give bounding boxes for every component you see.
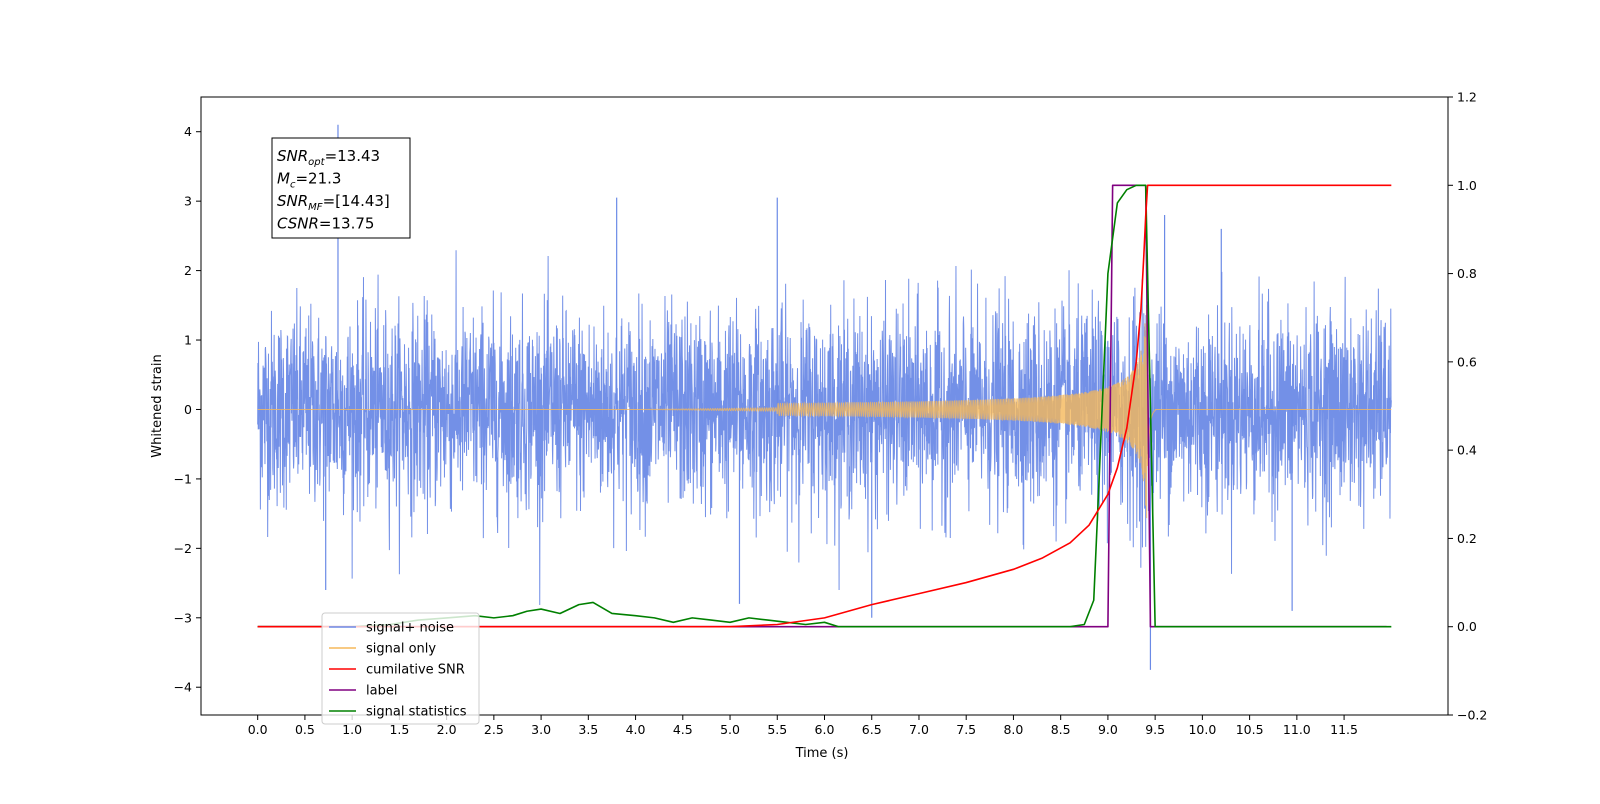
x-tick-label: 1.5 [389,722,409,737]
series-cumulative-snr-line [257,184,1392,628]
x-tick-label: 8.0 [1003,722,1023,737]
x-tick-label: 3.5 [578,722,598,737]
y2-tick-label: 0.4 [1457,443,1477,458]
y2-tick-label: 0.0 [1457,619,1477,634]
x-tick-label: 5.0 [720,722,740,737]
x-tick-label: 10.0 [1188,722,1216,737]
y-tick-label: −2 [174,541,192,556]
y-axis-label: Whitened strain [150,354,165,457]
y2-tick-label: 0.6 [1457,354,1477,369]
x-tick-label: 9.0 [1098,722,1118,737]
series-signal-noise-line [257,250,1392,605]
y2-tick-label: 1.2 [1457,90,1477,105]
legend: signal+ noise signal only cumilative SNR la… [321,612,480,725]
y2-tick-label: 1.0 [1457,178,1477,193]
y-tick-label: 2 [184,263,192,278]
stats-annotation-line: SNRopt=13.43 [277,147,380,168]
y2-tick-label: −0.2 [1457,708,1487,723]
y-tick-label: 0 [184,402,192,417]
x-tick-label: 8.5 [1051,722,1071,737]
x-tick-label: 11.0 [1283,722,1311,737]
y-axis-left: −4 −3 −2 −1 0 1 2 3 4 [174,124,201,695]
series-signal-only-line [257,304,1392,519]
x-tick-label: 7.0 [909,722,929,737]
series-signal-statistics-line [257,184,1392,628]
stats-annotation-frame [271,137,411,239]
x-tick-label: 6.0 [815,722,835,737]
x-tick-label: 1.0 [342,722,362,737]
legend-frame [321,612,480,725]
x-tick-label: 9.5 [1145,722,1165,737]
y-tick-label: 1 [184,333,192,348]
x-tick-label: 2.5 [484,722,504,737]
x-tick-label: 4.5 [673,722,693,737]
x-tick-label: 0.0 [248,722,268,737]
legend-entry-label: signal+ noise [366,621,454,636]
x-tick-label: 0.5 [295,722,315,737]
y-tick-label: 4 [184,124,192,139]
x-tick-label: 3.0 [531,722,551,737]
x-tick-label: 6.5 [862,722,882,737]
y2-tick-label: 0.2 [1457,531,1477,546]
plot-data-layer [257,124,1392,670]
x-tick-label: 5.5 [767,722,787,737]
x-tick-label: 4.0 [626,722,646,737]
y-tick-label: −3 [174,610,192,625]
x-tick-label: 7.5 [956,722,976,737]
x-tick-label: 11.5 [1330,722,1358,737]
legend-entry-label: label [366,684,397,699]
y-tick-label: 3 [184,194,192,209]
stats-annotation-line: SNRMF=[14.43] [277,192,390,213]
x-tick-label: 2.0 [437,722,457,737]
y-tick-label: −1 [174,471,192,486]
x-axis: 0.0 0.5 1.0 1.5 2.0 2.5 3.0 3.5 4.0 4.5 5.0 5.5 6.0 6… [248,715,1358,737]
stats-annotation-line: CSNR=13.75 [277,215,374,233]
x-axis-label: Time (s) [795,746,849,761]
legend-entry-label: cumilative SNR [366,663,465,678]
y-axis-right: −0.2 0.0 0.2 0.4 0.6 0.8 1.0 1.2 [1448,90,1487,723]
y2-tick-label: 0.8 [1457,266,1477,281]
y-tick-label: −4 [174,680,192,695]
x-tick-label: 10.5 [1236,722,1264,737]
legend-entry-label: signal only [366,642,436,657]
stats-annotation-line: Mc=21.3 [277,170,341,191]
legend-entry-label: signal statistics [366,705,467,720]
